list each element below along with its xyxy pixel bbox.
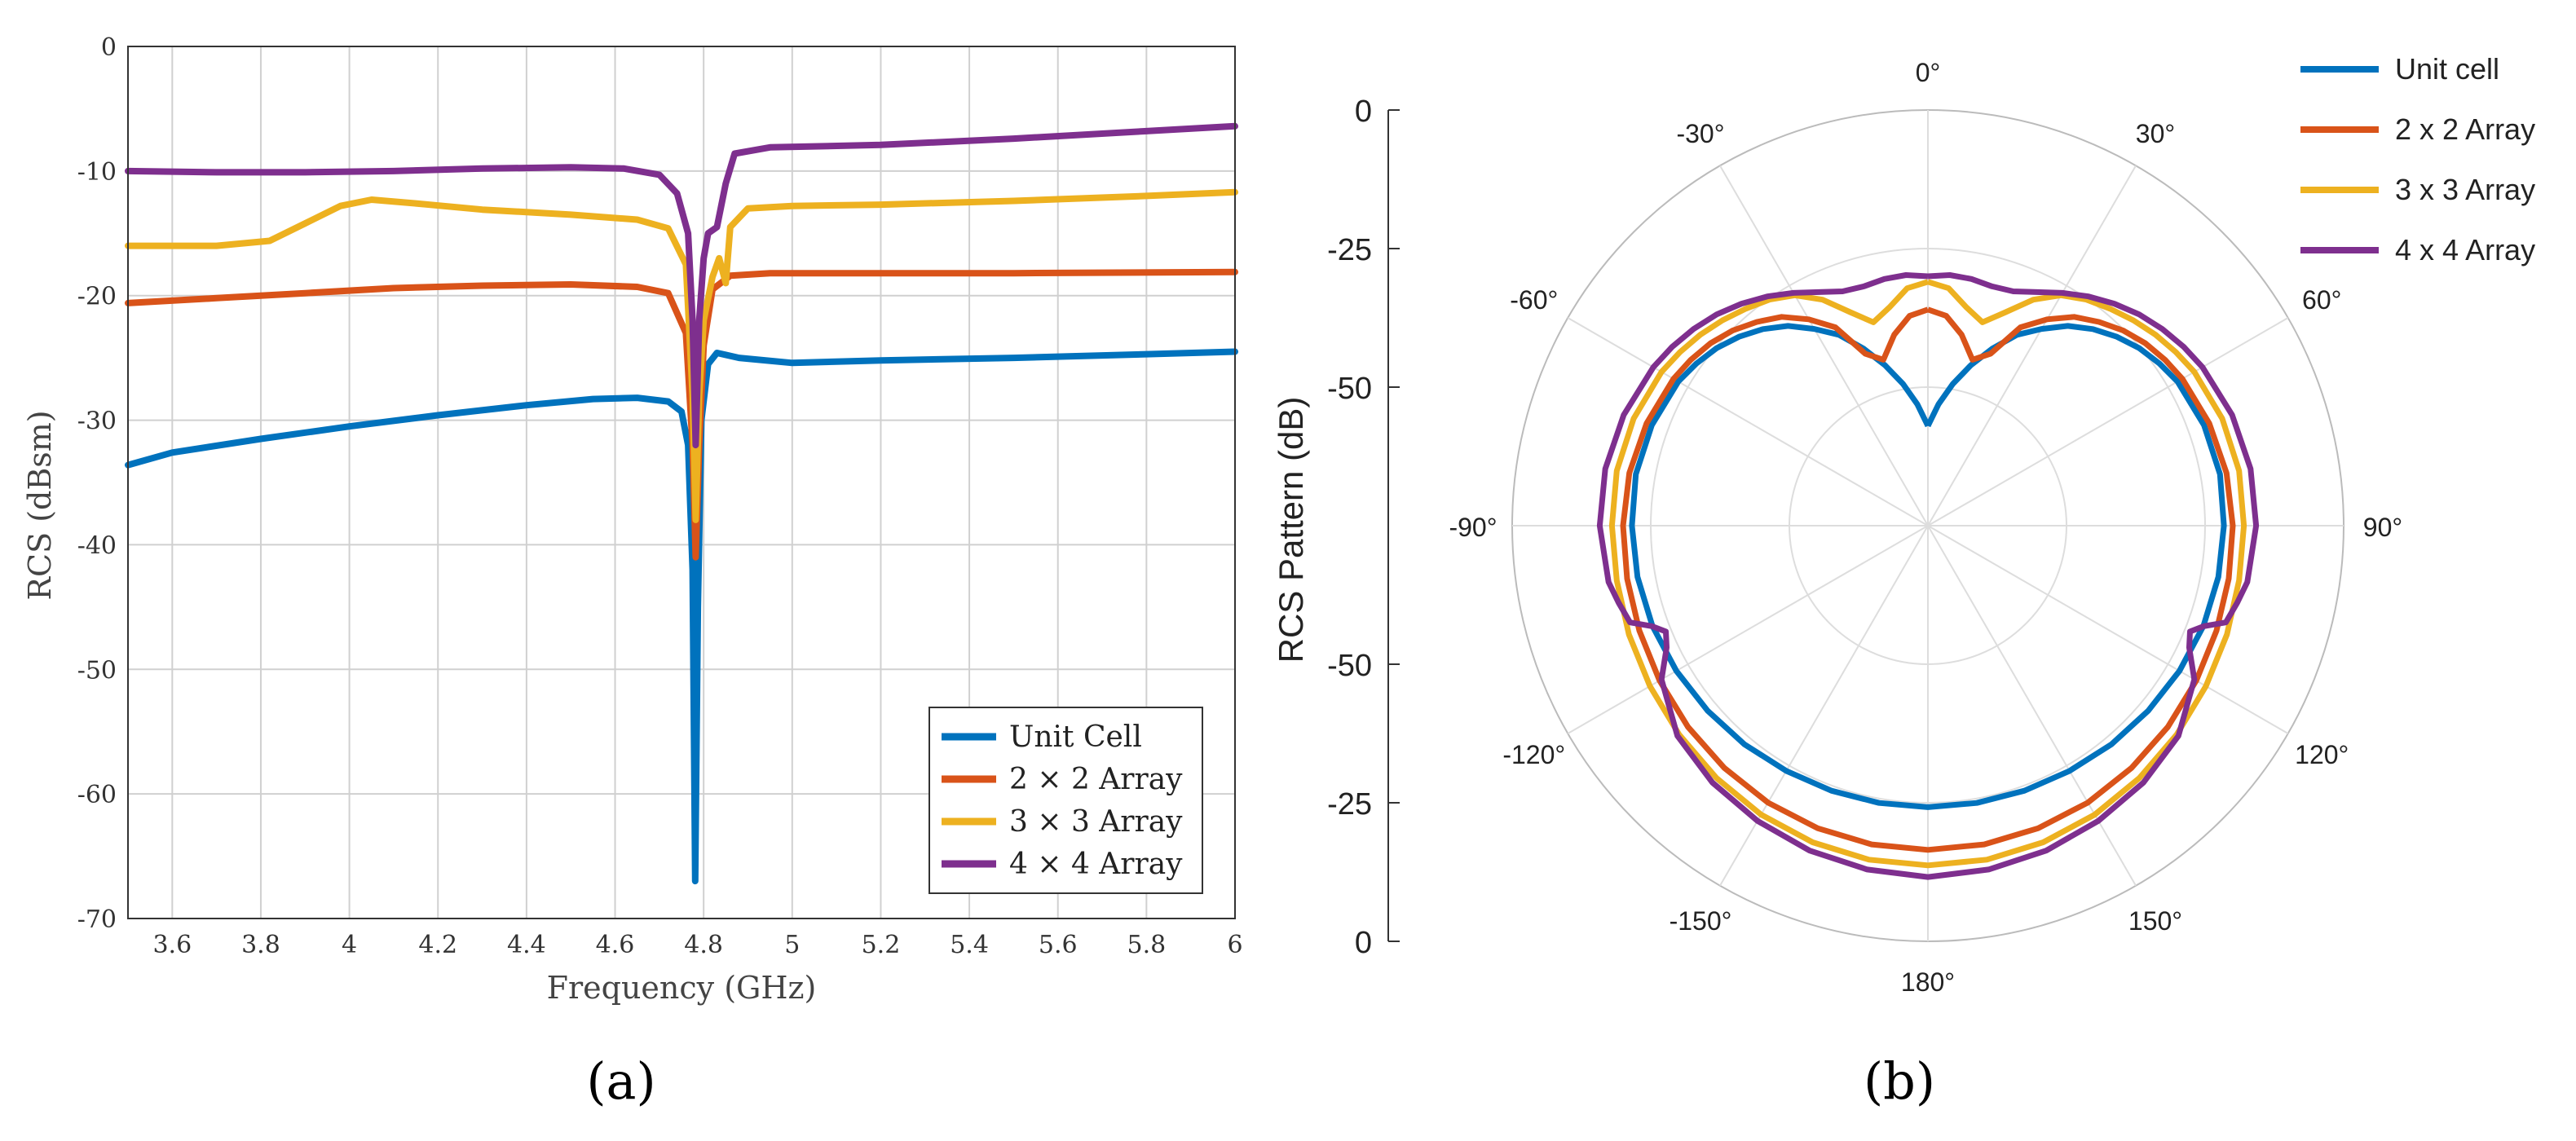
panel-b-radial-axis: 0 -25 -50 -50 -25 0 xyxy=(1327,95,1400,960)
polar-spoke xyxy=(1567,317,1929,526)
x-tick-label: 4.6 xyxy=(596,931,635,959)
polar-angle-label: -150° xyxy=(1670,906,1732,936)
polar-series-unit-cell xyxy=(1629,323,2227,810)
polar-series-3-x-3-array xyxy=(1608,279,2247,869)
x-tick-label: 3.6 xyxy=(152,931,192,959)
legend-label: Unit cell xyxy=(2395,52,2499,86)
panel-b-radial-axis-label: RCS Pattern (dB) xyxy=(1272,397,1310,663)
panel-a-x-tick-labels: 3.6 3.8 4 4.2 4.4 4.6 4.8 5 5.2 5.4 5.6 5.8 6 xyxy=(152,931,1242,959)
radial-tick-label: 0 xyxy=(1355,926,1372,960)
polar-angle-label: 90° xyxy=(2363,513,2402,542)
panel-a-x-axis-label: Frequency (GHz) xyxy=(547,970,817,1006)
x-tick-label: 5.4 xyxy=(950,931,989,959)
panel-b-legend: Unit cell 2 x 2 Array 3 x 3 Array 4 x 4 Arr… xyxy=(2300,52,2535,267)
legend-label: 2 x 2 Array xyxy=(2395,112,2535,146)
x-tick-label: 5 xyxy=(784,931,800,959)
polar-spoke xyxy=(1719,165,1929,526)
panel-b-polar-grid xyxy=(1511,109,2344,942)
series-line-3-3-array xyxy=(125,188,1238,523)
radial-tick-label: -25 xyxy=(1327,787,1372,822)
y-tick-label: -30 xyxy=(77,408,117,436)
radial-tick-label: -50 xyxy=(1327,649,1372,683)
y-tick-label: -50 xyxy=(77,656,117,685)
x-tick-label: 4.2 xyxy=(418,931,457,959)
polar-angle-label: 60° xyxy=(2302,285,2341,315)
polar-series-2-x-2-array xyxy=(1620,306,2236,853)
legend-label: 3 × 3 Array xyxy=(1009,805,1183,839)
series-line-4-4-array xyxy=(125,122,1238,449)
panel-a-y-axis-label: RCS (dBsm) xyxy=(22,410,58,600)
panel-b-angle-labels: 0° 30° 60° 90° 120° 150° 180° -150° -120° -90° -60… xyxy=(1449,58,2402,997)
x-tick-label: 5.6 xyxy=(1039,931,1078,959)
panel-b-series xyxy=(1596,272,2260,880)
panel-a-line-chart: 3.6 3.8 4 4.2 4.4 4.6 4.8 5 5.2 5.4 5.6 5.8 6 -70 -60… xyxy=(22,33,1243,1111)
polar-series-4-x-4-array xyxy=(1596,272,2260,880)
x-tick-label: 4 xyxy=(342,931,357,959)
polar-angle-label: -90° xyxy=(1449,513,1497,542)
x-tick-label: 4.4 xyxy=(507,931,546,959)
polar-angle-label: -60° xyxy=(1510,285,1558,315)
polar-angle-label: 150° xyxy=(2128,906,2182,936)
polar-angle-label: 30° xyxy=(2136,119,2175,148)
legend-label: 4 × 4 Array xyxy=(1009,848,1183,881)
y-tick-label: -60 xyxy=(77,781,117,809)
panel-a-series xyxy=(125,122,1238,885)
polar-angle-label: -120° xyxy=(1502,740,1565,769)
polar-spoke xyxy=(1719,525,1929,887)
x-tick-label: 5.8 xyxy=(1127,931,1167,959)
legend-label: Unit Cell xyxy=(1009,720,1142,754)
panel-a-legend: Unit Cell 2 × 2 Array 3 × 3 Array 4 × 4 Arr… xyxy=(929,707,1203,894)
polar-angle-label: 180° xyxy=(1901,967,1955,997)
panel-b-polar-chart: 0° 30° 60° 90° 120° 150° 180° -150° -120° -90° -60… xyxy=(1272,52,2535,1111)
y-tick-label: -20 xyxy=(77,283,117,311)
x-tick-label: 5.2 xyxy=(862,931,901,959)
panel-a-y-tick-labels: -70 -60 -50 -40 -30 -20 -10 0 xyxy=(77,33,117,934)
polar-angle-label: 0° xyxy=(1916,58,1941,87)
polar-angle-label: 120° xyxy=(2295,740,2349,769)
panel-a-caption: (a) xyxy=(586,1051,655,1111)
panel-b-caption: (b) xyxy=(1864,1051,1935,1111)
radial-tick-label: -25 xyxy=(1327,233,1372,267)
y-tick-label: 0 xyxy=(101,33,117,62)
radial-tick-label: 0 xyxy=(1355,95,1372,129)
legend-label: 2 × 2 Array xyxy=(1009,763,1183,796)
legend-label: 3 x 3 Array xyxy=(2395,173,2535,206)
polar-spoke xyxy=(1927,317,2289,526)
x-tick-label: 3.8 xyxy=(241,931,280,959)
polar-spoke xyxy=(1927,525,2289,734)
radial-tick-label: -50 xyxy=(1327,372,1372,406)
y-tick-label: -10 xyxy=(77,158,117,187)
x-tick-label: 4.8 xyxy=(684,931,723,959)
polar-spoke xyxy=(1927,525,2137,887)
panel-a-plot-frame xyxy=(127,46,1236,919)
x-tick-label: 6 xyxy=(1227,931,1242,959)
series-line-unit-cell xyxy=(125,348,1238,885)
polar-angle-label: -30° xyxy=(1676,119,1724,148)
y-tick-label: -70 xyxy=(77,905,117,934)
polar-spoke xyxy=(1567,525,1929,734)
polar-spoke xyxy=(1927,165,2137,526)
y-tick-label: -40 xyxy=(77,531,117,560)
legend-label: 4 x 4 Array xyxy=(2395,233,2535,267)
